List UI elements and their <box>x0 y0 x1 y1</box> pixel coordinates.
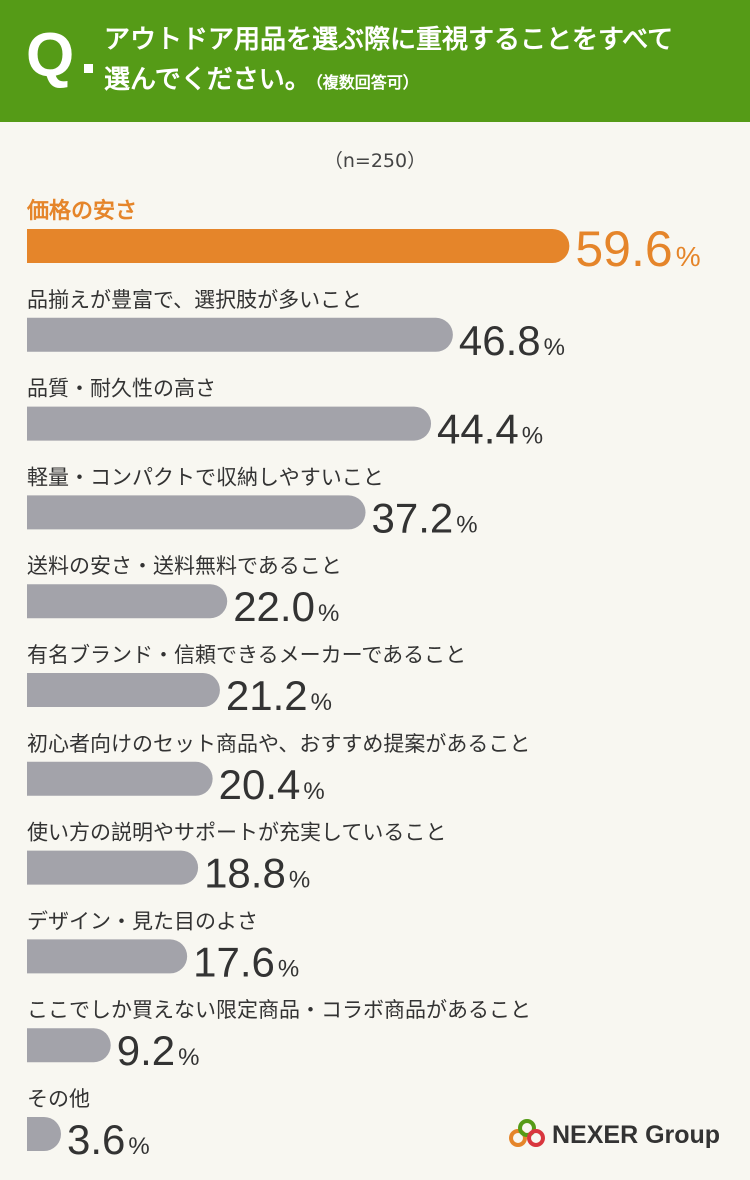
question-header: Q アウトドア用品を選ぶ際に重視することをすべて 選んでください。 （複数回答可） <box>0 0 750 122</box>
value-number: 37.2 <box>372 494 454 541</box>
category-label: 有名ブランド・信頼できるメーカーであること <box>27 643 466 667</box>
bar <box>27 1028 111 1063</box>
bar <box>27 850 199 885</box>
bar <box>27 1117 61 1151</box>
category-label: 品揃えが豊富で、選択肢が多いこと <box>27 288 362 312</box>
category-label: 送料の安さ・送料無料であること <box>27 554 342 578</box>
bar <box>27 939 188 974</box>
question-text-line2: 選んでください。 （複数回答可） <box>104 62 419 101</box>
category-label: デザイン・見た目のよさ <box>27 909 258 933</box>
value-number: 59.6 <box>575 221 672 277</box>
category-label: 品質・耐久性の高さ <box>27 377 216 401</box>
value-number: 21.2 <box>226 672 308 719</box>
nexer-logo-icon <box>509 1119 545 1147</box>
bar <box>27 229 570 263</box>
bar <box>27 406 432 441</box>
value-unit: % <box>522 423 543 450</box>
value-label: 44.4% <box>437 406 543 453</box>
category-label: 使い方の説明やサポートが充実していること <box>27 821 446 845</box>
value-unit: % <box>289 867 310 894</box>
category-label: 軽量・コンパクトで収納しやすいこと <box>27 465 384 489</box>
value-label: 18.8% <box>204 850 310 897</box>
bar <box>27 761 213 796</box>
value-unit: % <box>178 1044 199 1071</box>
value-unit: % <box>128 1133 149 1160</box>
value-unit: % <box>456 511 477 538</box>
value-unit: % <box>676 241 701 272</box>
question-text-line2-main: 選んでください。 <box>104 65 311 95</box>
value-unit: % <box>318 600 339 627</box>
value-number: 46.8 <box>459 317 541 364</box>
value-number: 17.6 <box>193 938 275 985</box>
category-label: ここでしか買えない限定商品・コラボ商品があること <box>27 998 531 1022</box>
question-text-line1: アウトドア用品を選ぶ際に重視することをすべて <box>104 25 674 55</box>
question-dot <box>84 64 93 73</box>
bar <box>27 495 366 530</box>
value-number: 18.8 <box>204 850 286 897</box>
value-unit: % <box>544 334 565 361</box>
bar <box>27 584 228 619</box>
value-label: 22.0% <box>233 583 339 630</box>
category-label: その他 <box>27 1087 90 1111</box>
value-label: 17.6% <box>193 938 299 985</box>
value-label: 37.2% <box>372 494 478 541</box>
value-unit: % <box>303 778 324 805</box>
logo-text: NEXER Group <box>552 1120 721 1149</box>
value-label: 9.2% <box>117 1027 200 1074</box>
value-number: 20.4 <box>219 761 301 808</box>
value-number: 9.2 <box>117 1027 175 1074</box>
value-number: 22.0 <box>233 583 315 630</box>
category-label: 初心者向けのセット商品や、おすすめ提案があること <box>27 732 530 756</box>
company-logo: NEXER Group <box>508 1118 720 1152</box>
value-number: 3.6 <box>67 1116 125 1163</box>
sample-size: （n=250） <box>323 150 427 172</box>
value-unit: % <box>311 689 332 716</box>
value-label: 3.6% <box>67 1116 150 1163</box>
question-mark: Q <box>26 21 74 90</box>
question-note: （複数回答可） <box>314 73 419 92</box>
bar <box>27 317 453 352</box>
category-label: 価格の安さ <box>26 198 137 224</box>
value-unit: % <box>278 955 299 982</box>
value-label: 46.8% <box>459 317 565 364</box>
value-label: 59.6% <box>575 221 700 277</box>
bar <box>27 673 220 707</box>
value-number: 44.4 <box>437 406 519 453</box>
value-label: 21.2% <box>226 672 332 719</box>
value-label: 20.4% <box>219 761 325 808</box>
